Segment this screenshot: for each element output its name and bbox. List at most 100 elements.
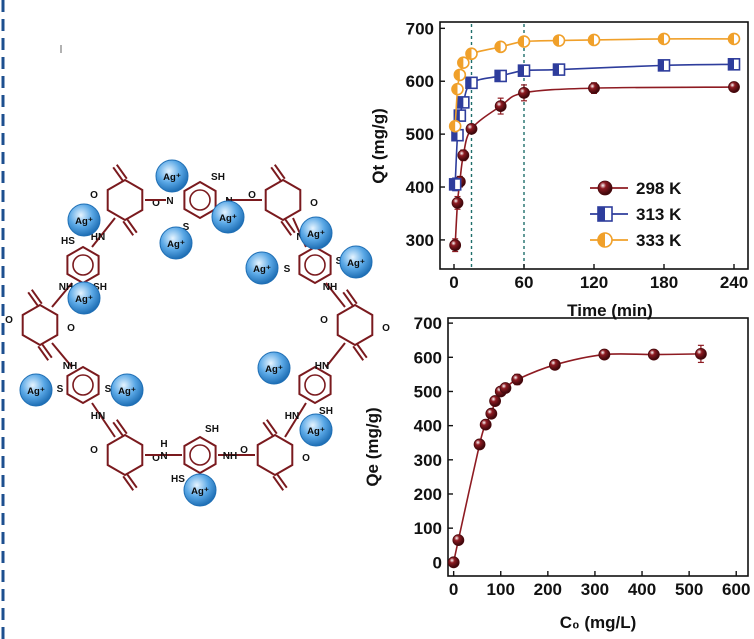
double-bond — [265, 419, 278, 435]
atom-label: SH — [319, 406, 333, 417]
marker-fill — [457, 96, 464, 108]
data-point-c313 — [517, 64, 531, 77]
data-point-c298 — [451, 196, 464, 209]
double-bond — [283, 218, 296, 234]
atom-label: O — [248, 190, 256, 201]
x-tick-label: 0 — [449, 580, 458, 599]
silver-ion — [19, 373, 53, 407]
silver-ion-label: Ag⁺ — [265, 364, 283, 375]
atom-label: NH — [63, 361, 77, 372]
isotherm-plot-frame — [447, 317, 749, 577]
quinone-ring-3 — [336, 303, 374, 347]
silver-ion — [159, 226, 193, 260]
y-tick-label: 300 — [414, 451, 442, 470]
atom-label: SH — [211, 172, 225, 183]
data-point-c298 — [511, 373, 524, 386]
atom-label: N — [160, 451, 167, 462]
aromatic-circle — [72, 374, 94, 396]
kinetics-chart: 0 60 120 180 240 300 400 500 600 700 Time (min) Q… — [369, 19, 749, 320]
marker-fill — [588, 34, 594, 46]
silver-ion-label: Ag⁺ — [75, 216, 93, 227]
benzene-ring-5 — [183, 435, 217, 475]
silver-ion-label: Ag⁺ — [307, 229, 325, 240]
marker-fill — [457, 57, 464, 69]
kinetics-guide-lines — [470, 24, 525, 267]
atom-label: S — [105, 384, 112, 395]
double-bond — [115, 419, 128, 435]
isotherm-axis-ticks: 0 100 200 300 400 500 600 0 100 200 300 400 500 600 70… — [414, 314, 751, 599]
data-point-c313 — [552, 63, 566, 76]
data-point-c298 — [499, 382, 512, 394]
atom-label: H — [160, 439, 167, 450]
legend-label-0: 298 K — [636, 179, 682, 198]
kinetics-plot-frame — [439, 21, 749, 270]
double-bond — [112, 166, 125, 182]
data-point-c313 — [448, 178, 462, 191]
data-point-c333 — [657, 32, 671, 46]
double-bond — [125, 218, 138, 234]
double-bond — [30, 289, 43, 305]
y-tick-label: 300 — [406, 231, 434, 250]
silver-ion-label: Ag⁺ — [347, 258, 365, 269]
double-bond — [122, 220, 135, 236]
atom-label: O — [320, 315, 328, 326]
double-bond — [112, 421, 125, 437]
x-tick-label: 180 — [650, 273, 678, 292]
data-point-c313 — [494, 69, 507, 83]
linker-bond — [91, 402, 116, 438]
double-bond — [125, 473, 138, 489]
silver-ion-label: Ag⁺ — [27, 386, 45, 397]
marker-fill — [518, 65, 524, 77]
silver-ion-label: Ag⁺ — [75, 294, 93, 305]
y-tick-label: 400 — [414, 417, 442, 436]
data-point-c298 — [598, 348, 611, 361]
y-tick-label: 500 — [414, 382, 442, 401]
data-point-c333 — [453, 68, 467, 82]
aromatic-circle — [72, 254, 94, 276]
marker-fill — [553, 64, 559, 76]
atom-label: N — [166, 196, 173, 207]
benzene-ring-3 — [66, 365, 100, 405]
quinone-ring-0 — [106, 178, 144, 222]
atom-label: NH — [323, 282, 337, 293]
data-point-c298 — [447, 556, 460, 569]
marker-fill — [598, 233, 605, 247]
atom-label: O — [382, 323, 390, 334]
isotherm-series — [447, 344, 707, 569]
linker-bond — [91, 217, 116, 248]
double-bond — [345, 289, 358, 305]
y-tick-label: 600 — [406, 72, 434, 91]
data-point-c333 — [448, 119, 462, 133]
silver-ion — [299, 413, 333, 447]
isotherm-chart: 0 100 200 300 400 500 600 0 100 200 300 400 500 600 70… — [363, 314, 750, 632]
series-line-0 — [454, 86, 735, 246]
x-tick-label: 120 — [580, 273, 608, 292]
data-point-c333 — [451, 82, 464, 96]
atom-label: S — [183, 222, 190, 233]
double-bond — [40, 343, 53, 359]
double-bond — [275, 473, 288, 489]
aromatic-circle — [304, 254, 326, 276]
benzene-ring-2 — [298, 245, 332, 285]
double-bond — [355, 343, 368, 359]
atom-label: O — [310, 198, 318, 209]
double-bond — [37, 345, 50, 361]
data-point-c298 — [452, 534, 465, 547]
y-tick-label: 200 — [414, 485, 442, 504]
atom-label: SH — [93, 282, 107, 293]
data-point-c298 — [473, 438, 486, 451]
silver-ion — [155, 159, 189, 193]
isotherm-x-axis-title: C₀ (mg/L) — [560, 613, 637, 632]
x-tick-label: 200 — [534, 580, 562, 599]
marker-fill — [658, 33, 664, 45]
data-point-c333 — [727, 32, 741, 46]
atom-label: S — [57, 384, 64, 395]
double-bond — [280, 220, 293, 236]
marker-fill — [553, 35, 559, 47]
legend-label-2: 333 K — [636, 231, 682, 250]
marker-fill — [466, 77, 472, 89]
data-point-c313 — [657, 59, 671, 72]
linker-bond — [325, 342, 346, 368]
data-point-c313 — [465, 76, 478, 90]
atom-label: HS — [61, 236, 75, 247]
